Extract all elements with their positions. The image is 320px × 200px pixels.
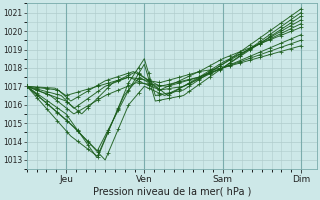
- X-axis label: Pression niveau de la mer( hPa ): Pression niveau de la mer( hPa ): [92, 187, 251, 197]
